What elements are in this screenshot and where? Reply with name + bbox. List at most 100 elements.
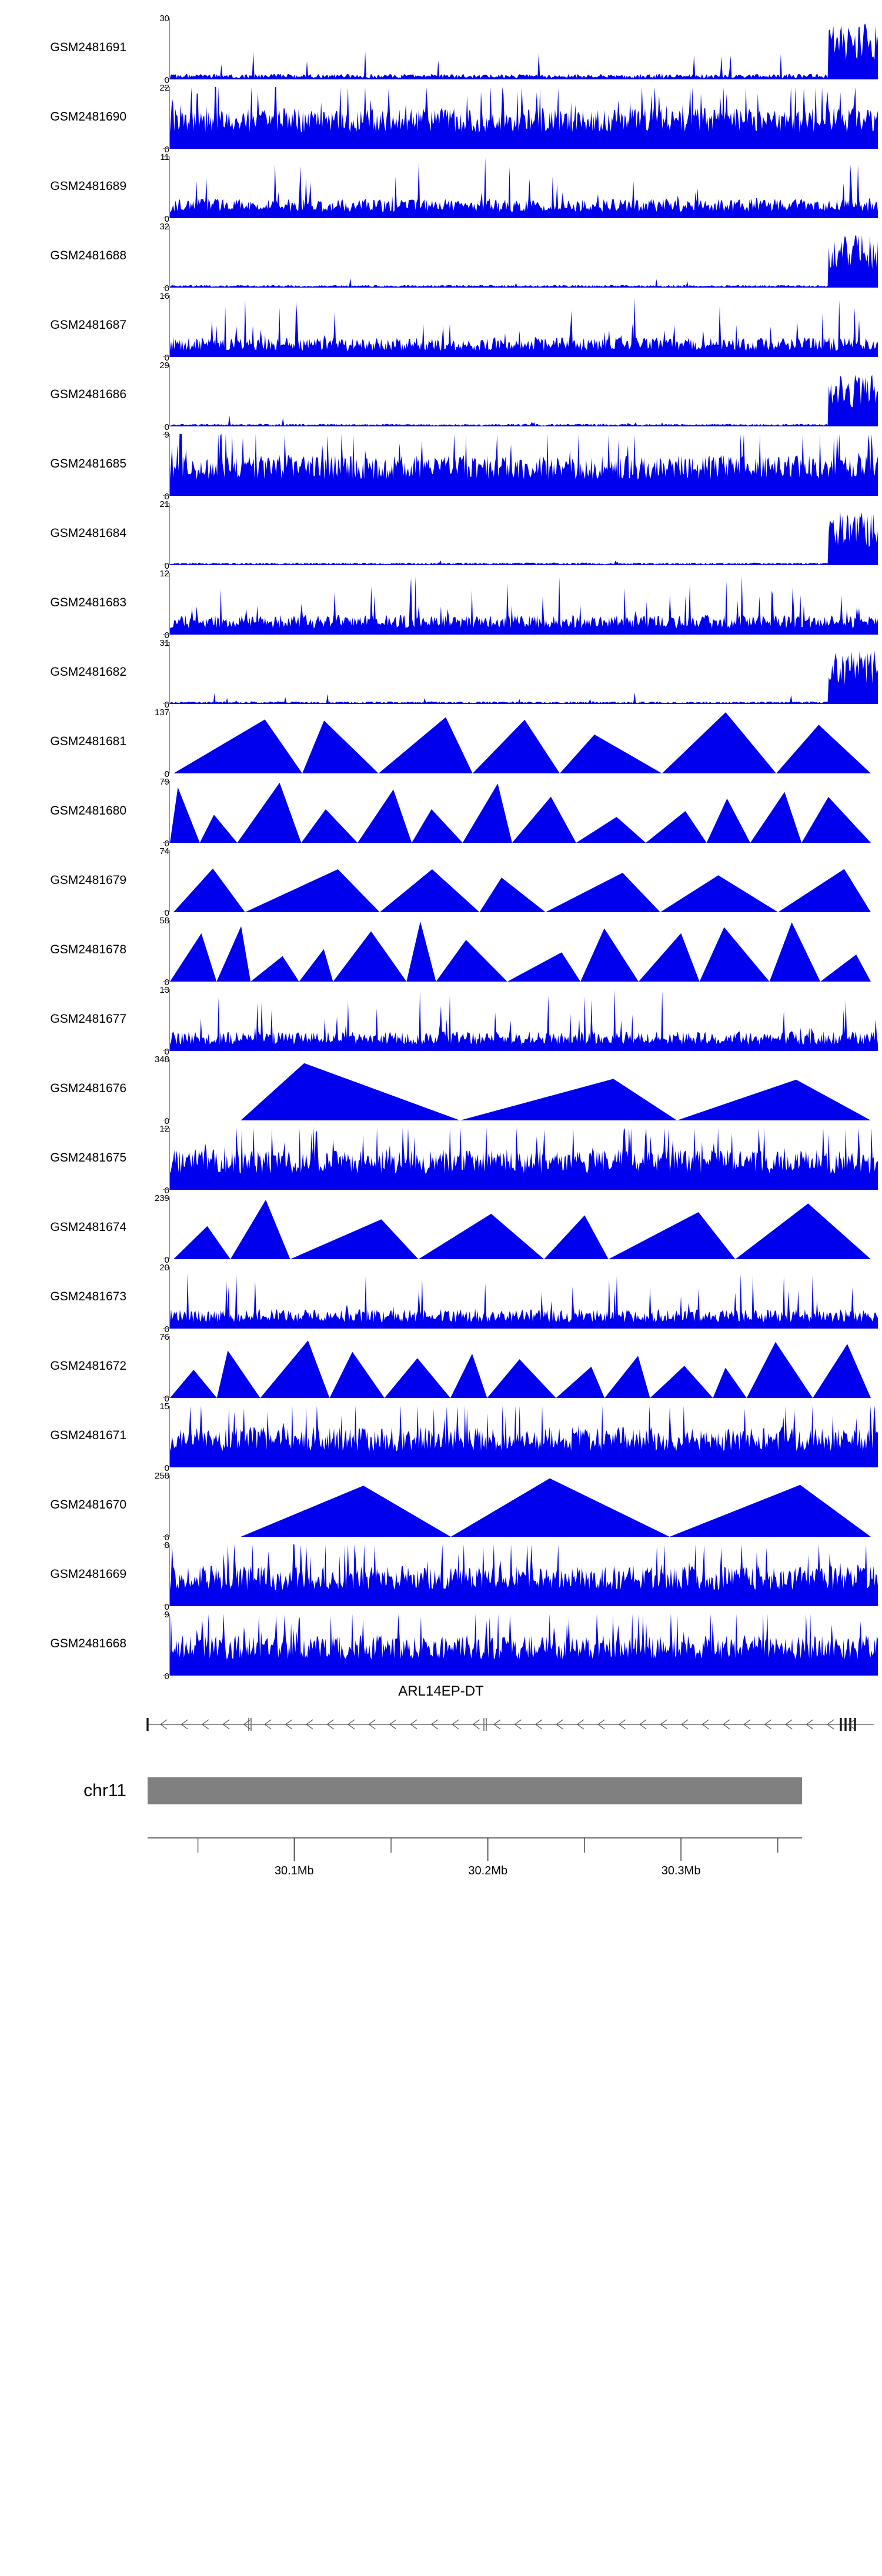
coverage-track[interactable]: GSM2481685 9 0 <box>0 429 882 501</box>
coverage-track[interactable]: GSM2481668 9 0 <box>0 1609 882 1681</box>
track-plot-area[interactable]: 137 0 <box>132 707 882 779</box>
coverage-histogram[interactable] <box>170 434 878 496</box>
coverage-histogram[interactable] <box>170 781 878 843</box>
track-plot-area[interactable]: 11 0 <box>132 152 882 223</box>
coverage-track[interactable]: GSM2481677 13 0 <box>0 985 882 1056</box>
coverage-track[interactable]: GSM2481679 74 0 <box>0 846 882 917</box>
coverage-histogram[interactable] <box>170 1197 878 1259</box>
track-plot-area[interactable]: 76 0 <box>132 1332 882 1403</box>
track-label-gsm2481678: GSM2481678 <box>50 943 126 956</box>
track-plot-area[interactable]: 20 0 <box>132 1262 882 1334</box>
coverage-track[interactable]: GSM2481683 12 0 <box>0 568 882 640</box>
coverage-histogram[interactable] <box>170 18 878 79</box>
chromosome-ideogram-bar[interactable] <box>148 1777 802 1804</box>
y-axis-spine <box>169 712 170 773</box>
y-axis-min-label: 0 <box>164 283 169 293</box>
track-label-gsm2481681: GSM2481681 <box>50 735 126 748</box>
track-label-gsm2481682: GSM2481682 <box>50 665 126 679</box>
gene-annotation-track[interactable]: ARL14EP-DT <box>0 1679 882 1767</box>
coverage-track[interactable]: GSM2481676 348 0 <box>0 1054 882 1126</box>
y-axis-spine <box>169 642 170 703</box>
track-plot-area[interactable]: 13 0 <box>132 985 882 1056</box>
coverage-track[interactable]: GSM2481680 79 0 <box>0 776 882 848</box>
y-axis-tick-top <box>163 1336 170 1337</box>
y-axis-max-label: 9 <box>164 430 169 440</box>
y-axis-tick-bot <box>163 1397 170 1398</box>
track-plot-area[interactable]: 22 0 <box>132 82 882 154</box>
coverage-histogram[interactable] <box>170 642 878 704</box>
coverage-histogram[interactable] <box>170 1336 878 1398</box>
coverage-histogram[interactable] <box>170 365 878 426</box>
coverage-track[interactable]: GSM2481671 15 0 <box>0 1401 882 1473</box>
y-axis-max-label: 76 <box>159 1332 169 1342</box>
coverage-histogram[interactable] <box>170 295 878 357</box>
y-axis-max-label: 29 <box>159 361 169 371</box>
y-axis-min-label: 0 <box>164 769 169 779</box>
coverage-track[interactable]: GSM2481689 11 0 <box>0 152 882 223</box>
y-axis-spine <box>169 1128 170 1189</box>
track-plot-area[interactable]: 348 0 <box>132 1054 882 1126</box>
track-plot-area[interactable]: 15 0 <box>132 1401 882 1473</box>
coverage-histogram[interactable] <box>170 1614 878 1676</box>
coverage-histogram[interactable] <box>170 1406 878 1467</box>
track-plot-area[interactable]: 21 0 <box>132 499 882 570</box>
track-plot-area[interactable]: 29 0 <box>132 360 882 432</box>
coverage-track[interactable]: GSM2481684 21 0 <box>0 499 882 570</box>
coverage-track[interactable]: GSM2481691 30 0 <box>0 13 882 85</box>
y-axis-spine <box>169 365 170 426</box>
track-plot-area[interactable]: 58 0 <box>132 915 882 987</box>
coverage-histogram[interactable] <box>170 850 878 912</box>
y-axis-max-label: 12 <box>159 569 169 579</box>
coverage-histogram[interactable] <box>170 87 878 149</box>
coverage-histogram[interactable] <box>170 573 878 635</box>
coverage-histogram[interactable] <box>170 156 878 218</box>
track-plot-area[interactable]: 12 0 <box>132 568 882 640</box>
coverage-histogram[interactable] <box>170 1059 878 1120</box>
coverage-track[interactable]: GSM2481688 32 0 <box>0 221 882 293</box>
coverage-histogram[interactable] <box>170 226 878 288</box>
coverage-track[interactable]: GSM2481687 16 0 <box>0 291 882 362</box>
coverage-track[interactable]: GSM2481669 8 0 <box>0 1540 882 1612</box>
track-plot-area[interactable]: 12 0 <box>132 1123 882 1195</box>
coverage-track[interactable]: GSM2481670 258 0 <box>0 1470 882 1542</box>
gene-model[interactable] <box>132 1715 882 1746</box>
coverage-histogram[interactable] <box>170 712 878 773</box>
y-axis-tick-bot <box>163 1328 170 1329</box>
track-plot-area[interactable]: 30 0 <box>132 13 882 85</box>
track-plot-area[interactable]: 31 0 <box>132 638 882 709</box>
coverage-track[interactable]: GSM2481672 76 0 <box>0 1332 882 1403</box>
coverage-track[interactable]: GSM2481690 22 0 <box>0 82 882 154</box>
y-axis-spine <box>169 781 170 842</box>
y-axis-max-label: 9 <box>164 1610 169 1620</box>
coverage-track[interactable]: GSM2481674 239 0 <box>0 1193 882 1264</box>
y-axis-tick-bot <box>163 148 170 149</box>
coverage-track[interactable]: GSM2481681 137 0 <box>0 707 882 779</box>
track-plot-area[interactable]: 79 0 <box>132 776 882 848</box>
track-plot-area[interactable]: 74 0 <box>132 846 882 917</box>
y-axis-tick-top <box>163 1128 170 1129</box>
coverage-track[interactable]: GSM2481686 29 0 <box>0 360 882 432</box>
coverage-histogram[interactable] <box>170 1128 878 1190</box>
track-label-gsm2481668: GSM2481668 <box>50 1637 126 1650</box>
y-axis-min-label: 0 <box>164 1602 169 1612</box>
y-axis-tick-bot <box>163 1189 170 1190</box>
coverage-track[interactable]: GSM2481682 31 0 <box>0 638 882 709</box>
coverage-histogram[interactable] <box>170 503 878 565</box>
coverage-histogram[interactable] <box>170 1475 878 1537</box>
coverage-histogram[interactable] <box>170 1267 878 1329</box>
coverage-track[interactable]: GSM2481678 58 0 <box>0 915 882 987</box>
y-axis-spine <box>169 920 170 981</box>
track-plot-area[interactable]: 258 0 <box>132 1470 882 1542</box>
coverage-histogram[interactable] <box>170 920 878 982</box>
coverage-histogram[interactable] <box>170 1544 878 1606</box>
coverage-track[interactable]: GSM2481675 12 0 <box>0 1123 882 1195</box>
coverage-histogram[interactable] <box>170 989 878 1051</box>
track-plot-area[interactable]: 32 0 <box>132 221 882 293</box>
coverage-track[interactable]: GSM2481673 20 0 <box>0 1262 882 1334</box>
track-plot-area[interactable]: 239 0 <box>132 1193 882 1264</box>
y-axis-max-label: 8 <box>164 1540 169 1550</box>
track-plot-area[interactable]: 16 0 <box>132 291 882 362</box>
